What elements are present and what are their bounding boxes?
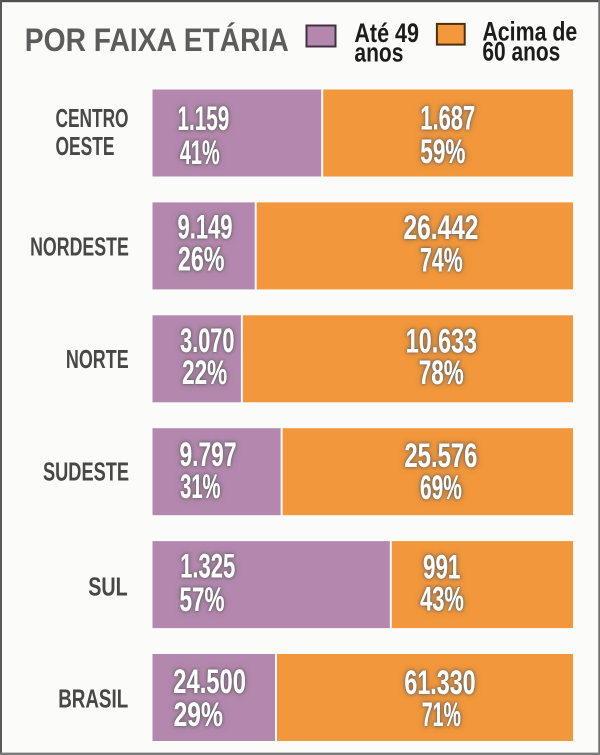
- svg-text:25.576: 25.576: [404, 437, 477, 475]
- svg-text:57%: 57%: [180, 581, 225, 619]
- svg-text:31%: 31%: [180, 468, 220, 506]
- svg-text:69%: 69%: [420, 469, 462, 507]
- svg-text:71%: 71%: [422, 696, 461, 734]
- svg-text:1.325: 1.325: [180, 548, 235, 586]
- svg-text:22%: 22%: [182, 354, 227, 392]
- svg-text:9.797: 9.797: [180, 436, 237, 474]
- svg-text:29%: 29%: [174, 696, 223, 734]
- svg-text:10.633: 10.633: [406, 323, 477, 361]
- svg-text:59%: 59%: [420, 133, 465, 171]
- svg-text:78%: 78%: [419, 354, 464, 392]
- svg-text:41%: 41%: [180, 134, 220, 172]
- svg-text:61.330: 61.330: [404, 664, 475, 702]
- svg-text:9.149: 9.149: [178, 208, 233, 246]
- svg-text:26%: 26%: [178, 241, 225, 279]
- svg-text:74%: 74%: [420, 242, 463, 280]
- svg-text:NORDESTE: NORDESTE: [30, 232, 129, 262]
- svg-text:CENTRO: CENTRO: [56, 103, 129, 133]
- svg-text:991: 991: [423, 548, 460, 586]
- svg-text:26.442: 26.442: [404, 209, 479, 247]
- svg-text:anos: anos: [354, 38, 403, 68]
- svg-text:POR FAIXA ETÁRIA: POR FAIXA ETÁRIA: [25, 22, 289, 58]
- svg-text:Até 49: Até 49: [354, 18, 419, 48]
- svg-text:24.500: 24.500: [173, 663, 246, 701]
- svg-text:OESTE: OESTE: [56, 131, 115, 161]
- svg-text:Acima de: Acima de: [482, 17, 577, 47]
- svg-text:SUL: SUL: [88, 571, 127, 601]
- svg-text:BRASIL: BRASIL: [58, 684, 128, 714]
- svg-text:SUDESTE: SUDESTE: [43, 457, 129, 487]
- svg-text:3.070: 3.070: [180, 322, 234, 360]
- svg-text:1.159: 1.159: [178, 100, 230, 138]
- svg-text:43%: 43%: [420, 581, 464, 619]
- svg-text:1.687: 1.687: [420, 100, 475, 138]
- svg-text:NORTE: NORTE: [66, 344, 129, 374]
- svg-text:60 anos: 60 anos: [482, 36, 560, 66]
